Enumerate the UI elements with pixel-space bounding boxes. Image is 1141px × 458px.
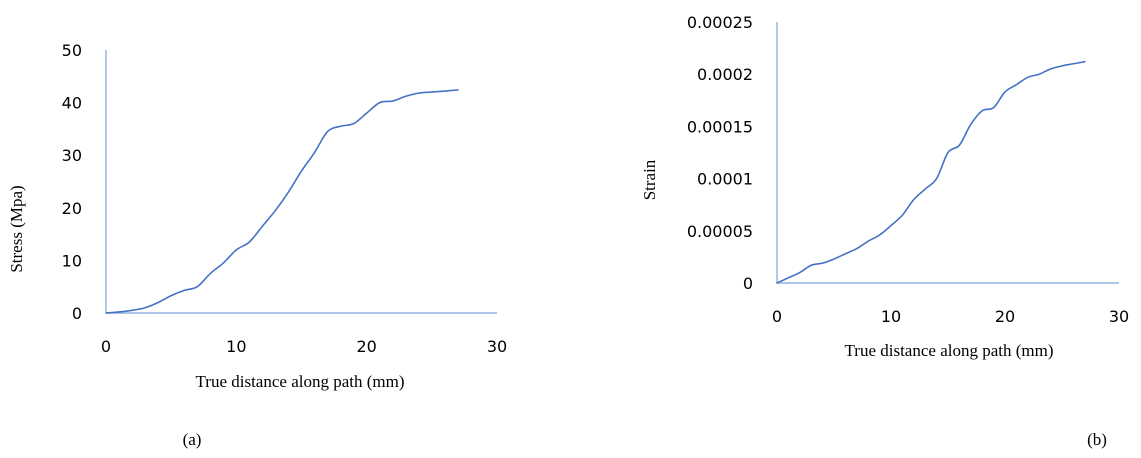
stress-chart-y-axis-label: Stress (Mpa)	[7, 185, 26, 272]
strain-chart-y-tick-label: 0.00005	[687, 222, 753, 241]
strain-chart-y-tick-label: 0.00015	[687, 117, 753, 136]
stress-chart-y-tick-label: 0	[72, 304, 82, 323]
stress-chart-x-axis-label: True distance along path (mm)	[196, 372, 405, 391]
strain-chart-x-tick-label: 20	[995, 307, 1015, 326]
stress-chart: Stress (Mpa) True distance along path (m…	[7, 41, 507, 449]
strain-chart-y-tick-label: 0.00025	[687, 13, 753, 32]
stress-chart-series-line	[105, 89, 459, 314]
stress-chart-y-tick-label: 50	[62, 41, 82, 60]
stress-chart-y-tick-label: 10	[62, 251, 82, 270]
strain-chart-y-tick-label: 0.0002	[697, 65, 753, 84]
strain-chart-x-tick-label: 30	[1109, 307, 1129, 326]
strain-chart-series-line	[776, 60, 1086, 284]
stress-chart-x-tick-label: 30	[487, 337, 507, 356]
stress-chart-x-tick-label: 20	[356, 337, 376, 356]
strain-chart-caption: (b)	[1087, 430, 1107, 449]
stress-chart-x-tick-label: 0	[101, 337, 111, 356]
stress-chart-y-tick-label: 20	[62, 199, 82, 218]
strain-chart-x-tick-label: 0	[772, 307, 782, 326]
strain-chart-y-axis-label: Strain	[640, 159, 659, 200]
stress-chart-caption: (a)	[183, 430, 202, 449]
stress-chart-x-tick-label: 10	[226, 337, 246, 356]
strain-chart: Strain True distance along path (mm) (b)…	[640, 13, 1129, 449]
stress-chart-y-tick-label: 30	[62, 146, 82, 165]
stress-chart-y-tick-label: 40	[62, 94, 82, 113]
strain-chart-x-axis-label: True distance along path (mm)	[845, 341, 1054, 360]
strain-chart-y-tick-label: 0	[743, 274, 753, 293]
strain-chart-y-tick-label: 0.0001	[697, 170, 753, 189]
strain-chart-x-tick-label: 10	[881, 307, 901, 326]
